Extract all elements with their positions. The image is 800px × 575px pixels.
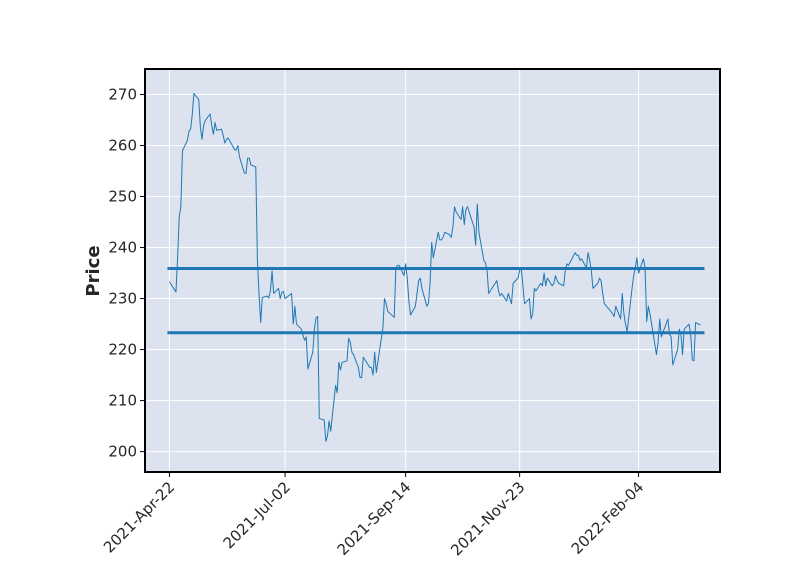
x-tick-label: 2022-Feb-04 [568, 478, 648, 558]
x-tick-label: 2021-Jul-02 [220, 478, 294, 552]
x-ticks: 2021-Apr-22 2021-Jul-02 2021-Sep-14 2021-No… [100, 472, 647, 559]
y-tick-label: 220 [108, 341, 137, 359]
y-tick-label: 200 [108, 443, 137, 461]
x-tick-label: 2021-Sep-14 [334, 478, 415, 559]
x-tick-label: 2021-Nov-23 [447, 478, 528, 559]
y-tick-label: 260 [108, 137, 137, 155]
y-tick-label: 270 [108, 86, 137, 104]
plot-background [145, 69, 720, 472]
y-tick-label: 240 [108, 239, 137, 257]
y-axis-title: Price [83, 245, 104, 296]
y-tick-label: 230 [108, 290, 137, 308]
y-tick-label: 210 [108, 392, 137, 410]
x-tick-label: 2021-Apr-22 [100, 478, 178, 556]
y-tick-label: 250 [108, 188, 137, 206]
price-series-line [169, 92, 701, 442]
horizontal-lines [167, 266, 705, 335]
y-ticks: 200 210 220 230 240 250 260 270 [108, 86, 145, 461]
plot-frame [144, 68, 721, 473]
